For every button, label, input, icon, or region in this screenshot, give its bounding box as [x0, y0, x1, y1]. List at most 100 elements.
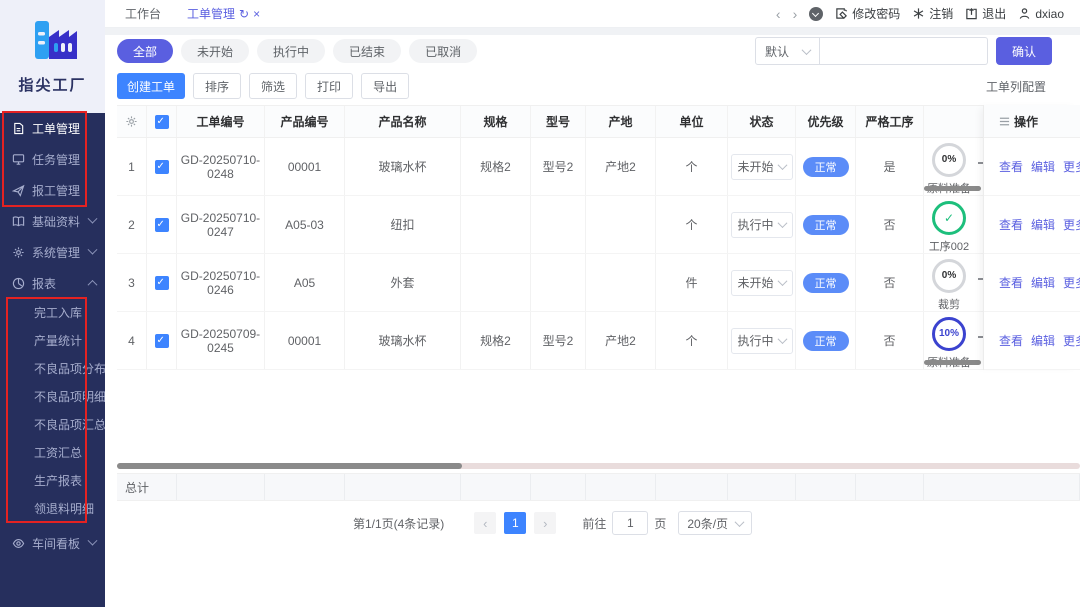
tab-work-orders[interactable]: 工单管理 ↻ × — [187, 6, 261, 22]
sidebar-item-work-report[interactable]: 报工管理 — [0, 175, 105, 206]
exit-button[interactable]: 退出 — [965, 5, 1006, 22]
nav-forward-icon[interactable]: › — [792, 5, 798, 22]
sidebar-subitem-production-report[interactable]: 生产报表 — [34, 474, 83, 488]
main-area: 工作台 工单管理 ↻ × ‹ › 修改密码 — [105, 0, 1080, 607]
sidebar-subitem-output-statistics[interactable]: 产量统计 — [34, 334, 83, 348]
change-password-button[interactable]: 修改密码 — [835, 5, 900, 22]
collapse-circle-icon[interactable] — [809, 6, 824, 21]
tab-workbench[interactable]: 工作台 — [125, 7, 162, 21]
header-priority: 优先级 — [796, 106, 856, 137]
check-icon: ✓ — [943, 210, 955, 225]
next-page-button[interactable]: › — [534, 512, 557, 534]
sidebar-item-base-data[interactable]: 基础资料 — [0, 206, 105, 237]
sort-button[interactable]: 排序 — [193, 73, 242, 99]
filter-pill-in-progress[interactable]: 执行中 — [257, 39, 326, 63]
sidebar-subitem-defect-detail[interactable]: 不良品项明细 — [34, 390, 107, 404]
topbar: 工作台 工单管理 ↻ × ‹ › 修改密码 — [105, 0, 1080, 28]
header-status: 状态 — [728, 106, 796, 137]
export-button[interactable]: 导出 — [361, 73, 410, 99]
goto-page-input[interactable] — [612, 511, 649, 535]
spec — [461, 196, 531, 253]
sidebar-subitem-finished-warehousing[interactable]: 完工入库 — [34, 306, 83, 320]
preset-select[interactable]: 默认 — [754, 37, 820, 65]
sidebar-subitem-defect-distribution[interactable]: 不良品项分布 — [34, 362, 107, 376]
order-no: GD-20250710-0246 — [177, 254, 265, 311]
sidebar-subitem-material-detail[interactable]: 领退料明细 — [34, 502, 95, 516]
goto-page-group: 前往 页 20条/页 — [582, 511, 753, 535]
cell-horizontal-scrollbar[interactable] — [924, 186, 981, 191]
status-select[interactable]: 执行中 — [730, 211, 793, 238]
filter-button[interactable]: 筛选 — [249, 73, 298, 99]
header-product-name: 产品名称 — [345, 106, 461, 137]
filter-pill-not-started[interactable]: 未开始 — [181, 39, 250, 63]
sidebar-item-work-orders[interactable]: 工单管理 — [0, 113, 105, 144]
strict-process: 否 — [856, 196, 924, 253]
column-config-link[interactable]: 工单列配置 — [985, 79, 1046, 94]
table-total-row: 总计 — [117, 473, 1080, 501]
status-select[interactable]: 未开始 — [730, 269, 793, 296]
page-size-select[interactable]: 20条/页 — [678, 511, 753, 535]
nav-back-icon[interactable]: ‹ — [775, 5, 781, 22]
sidebar-item-workshop-board[interactable]: 车间看板 — [0, 528, 105, 559]
row-index: 2 — [117, 196, 147, 253]
cell-horizontal-scrollbar[interactable] — [924, 360, 981, 365]
chevron-down-icon — [87, 213, 98, 224]
view-link[interactable]: 查看 — [999, 334, 1024, 348]
gear-icon[interactable] — [125, 115, 138, 128]
more-link[interactable]: 更多 — [1063, 160, 1080, 174]
create-work-order-button[interactable]: 创建工单 — [117, 73, 186, 99]
row-index: 4 — [117, 312, 147, 369]
refresh-icon[interactable]: ↻ — [239, 6, 250, 21]
row-checkbox[interactable] — [154, 159, 169, 174]
document-icon — [11, 122, 25, 136]
filter-search-input[interactable] — [820, 37, 988, 65]
filter-pill-all[interactable]: 全部 — [117, 39, 174, 63]
pagination: 第1/1页(4条记录) ‹ 1 › 前往 页 20条/页 — [65, 511, 1040, 535]
more-link[interactable]: 更多 — [1063, 218, 1080, 232]
table-empty-area — [117, 370, 1080, 463]
select-all-checkbox[interactable] — [154, 114, 169, 129]
sidebar-subitem-salary-summary[interactable]: 工资汇总 — [34, 446, 83, 460]
row-checkbox[interactable] — [154, 275, 169, 290]
filter-pill-cancelled[interactable]: 已取消 — [409, 39, 478, 63]
confirm-button[interactable]: 确认 — [996, 37, 1052, 65]
user-icon — [1018, 7, 1031, 20]
sidebar-subitem-defect-summary[interactable]: 不良品项汇总 — [34, 418, 107, 432]
view-link[interactable]: 查看 — [999, 276, 1024, 290]
row-checkbox[interactable] — [154, 333, 169, 348]
row-checkbox[interactable] — [154, 217, 169, 232]
print-button[interactable]: 打印 — [305, 73, 354, 99]
logout-button[interactable]: 注销 — [912, 5, 953, 22]
gear-icon — [11, 246, 25, 260]
header-model: 型号 — [531, 106, 586, 137]
sidebar-item-system[interactable]: 系统管理 — [0, 237, 105, 268]
filter-pill-finished[interactable]: 已结束 — [333, 39, 402, 63]
close-icon[interactable]: × — [253, 6, 261, 21]
edit-link[interactable]: 编辑 — [1031, 276, 1056, 290]
view-link[interactable]: 查看 — [999, 218, 1024, 232]
product-name: 玻璃水杯 — [345, 138, 461, 195]
order-no: GD-20250709-0245 — [177, 312, 265, 369]
process-progress-cell: ✓ 工序002 — [924, 196, 1080, 253]
header-checkbox-cell — [147, 106, 177, 137]
user-menu[interactable]: dxiao — [1018, 7, 1064, 21]
prev-page-button[interactable]: ‹ — [474, 512, 497, 534]
unit: 件 — [656, 254, 728, 311]
edit-link[interactable]: 编辑 — [1031, 218, 1056, 232]
current-page-button[interactable]: 1 — [504, 512, 527, 534]
sidebar-item-reports[interactable]: 报表 — [0, 268, 105, 299]
edit-link[interactable]: 编辑 — [1031, 334, 1056, 348]
more-link[interactable]: 更多 — [1063, 276, 1080, 290]
status-select[interactable]: 未开始 — [730, 153, 793, 180]
view-link[interactable]: 查看 — [999, 160, 1024, 174]
table-horizontal-scrollbar-thumb[interactable] — [117, 463, 462, 469]
spec: 规格2 — [461, 312, 531, 369]
status-select[interactable]: 执行中 — [730, 327, 793, 354]
order-no: GD-20250710-0248 — [177, 138, 265, 195]
fixed-actions-column: 操作 查看 编辑 更多 查看 编辑 更多 查看 编辑 — [983, 105, 1080, 370]
more-link[interactable]: 更多 — [1063, 334, 1080, 348]
edit-link[interactable]: 编辑 — [1031, 160, 1056, 174]
sidebar-item-tasks[interactable]: 任务管理 — [0, 144, 105, 175]
table-horizontal-scrollbar-track — [117, 463, 1080, 469]
product-code: 00001 — [265, 312, 345, 369]
